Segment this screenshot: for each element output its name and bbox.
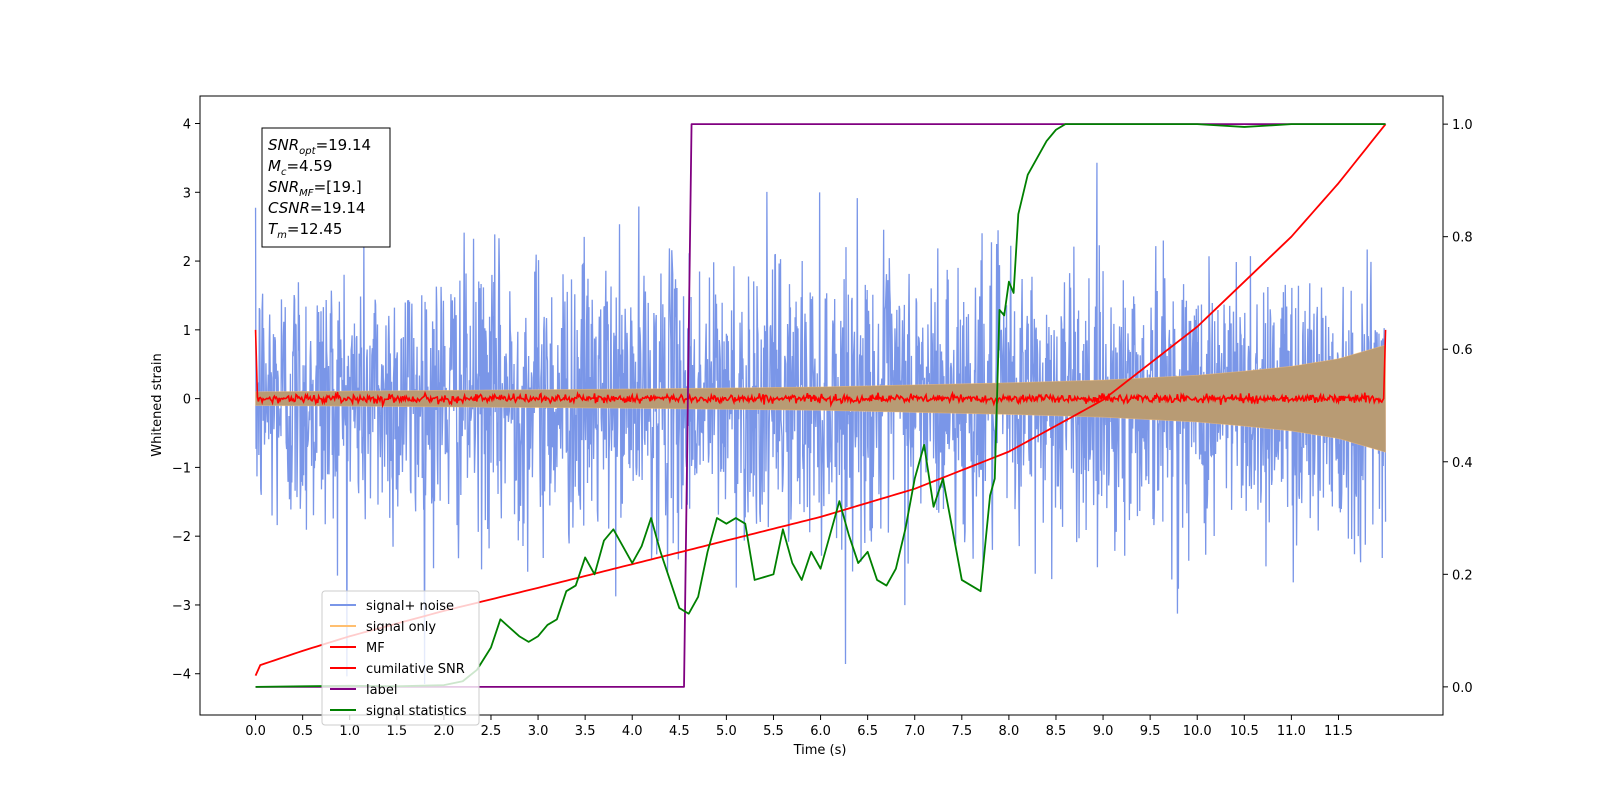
annotation-symbol: M xyxy=(268,157,281,175)
x-tick-label: 6.0 xyxy=(810,724,831,739)
x-axis-label: Time (s) xyxy=(793,743,847,758)
annotation-value: =4.59 xyxy=(286,157,332,175)
y-left-tick-label: −3 xyxy=(172,599,191,614)
y-right-tick-label: 0.0 xyxy=(1452,681,1473,696)
annotation-line: SNRMF=[19.] xyxy=(268,178,362,199)
annotation-subscript: opt xyxy=(299,146,316,157)
y-left-tick-label: 4 xyxy=(183,118,191,133)
y-axis-label: Whitened strain xyxy=(150,353,165,456)
x-tick-label: 2.5 xyxy=(481,724,502,739)
x-tick-label: 5.0 xyxy=(716,724,737,739)
y-right-tick-label: 1.0 xyxy=(1452,118,1473,133)
legend-label: signal only xyxy=(366,620,436,635)
annotation-symbol: SNR xyxy=(268,136,299,154)
legend-item-signal-statistics: signal statistics xyxy=(330,704,467,719)
y-left-tick-label: 0 xyxy=(183,393,191,408)
legend-label: label xyxy=(366,683,397,698)
x-tick-label: 6.5 xyxy=(857,724,878,739)
annotation-symbol: CSNR xyxy=(268,199,310,217)
legend-item-cumilative-snr: cumilative SNR xyxy=(330,662,465,677)
x-tick-label: 1.5 xyxy=(386,724,407,739)
y-right-tick-label: 0.2 xyxy=(1452,568,1473,583)
legend-label: cumilative SNR xyxy=(366,662,465,677)
x-tick-label: 4.5 xyxy=(669,724,690,739)
y-axis-right: 1.0 0.8 0.6 0.4 0.2 0.0 xyxy=(1443,118,1473,696)
x-tick-label: 3.5 xyxy=(575,724,596,739)
x-tick-label: 9.0 xyxy=(1093,724,1114,739)
y-left-tick-label: −4 xyxy=(172,668,191,683)
x-tick-label: 4.0 xyxy=(622,724,643,739)
series-signal-noise xyxy=(254,162,1387,685)
annotation-subscript: m xyxy=(277,230,287,241)
x-tick-label: 11.0 xyxy=(1277,724,1306,739)
x-tick-label: 7.0 xyxy=(904,724,925,739)
annotation-subscript: c xyxy=(281,167,287,178)
legend-frame xyxy=(321,590,480,726)
annotation-value: =19.14 xyxy=(310,199,366,217)
y-left-tick-label: 2 xyxy=(183,255,191,270)
legend: signal+ noise signal only MF cumilative SNR… xyxy=(321,590,480,726)
annotation-line: SNRopt=19.14 xyxy=(268,136,371,157)
legend-label: signal+ noise xyxy=(366,599,454,614)
annotation-line: CSNR=19.14 xyxy=(268,199,365,217)
annotation-symbol: SNR xyxy=(268,178,299,196)
y-left-tick-label: 3 xyxy=(183,186,191,201)
annotation-frame xyxy=(261,127,391,248)
x-tick-label: 7.5 xyxy=(951,724,972,739)
annotation-value: =[19.] xyxy=(314,178,362,196)
y-right-tick-label: 0.8 xyxy=(1452,231,1473,246)
y-right-tick-label: 0.6 xyxy=(1452,343,1473,358)
legend-label: signal statistics xyxy=(366,704,467,719)
plot-frame xyxy=(199,95,1444,716)
annotation-value: =12.45 xyxy=(287,220,343,238)
y-axis-left: 4 3 2 1 0 −1 −2 −3 −4 xyxy=(172,118,200,683)
x-tick-label: 1.0 xyxy=(339,724,360,739)
annotation-line: Tm=12.45 xyxy=(268,220,342,241)
legend-item-label: label xyxy=(330,683,397,698)
legend-item-mf: MF xyxy=(330,641,385,656)
annotation-subscript: MF xyxy=(299,188,314,199)
x-tick-label: 5.5 xyxy=(763,724,784,739)
y-left-tick-label: −2 xyxy=(172,530,191,545)
y-right-tick-label: 0.4 xyxy=(1452,456,1473,471)
y-left-tick-label: −1 xyxy=(172,461,191,476)
legend-label: MF xyxy=(366,641,385,656)
legend-item-signal-noise: signal+ noise xyxy=(330,599,454,614)
x-tick-label: 0.0 xyxy=(245,724,266,739)
annotation-value: =19.14 xyxy=(316,136,372,154)
x-tick-label: 2.0 xyxy=(434,724,455,739)
annotation-line: Mc=4.59 xyxy=(268,157,332,178)
x-tick-label: 8.0 xyxy=(999,724,1020,739)
annotation-symbol: T xyxy=(268,220,279,238)
x-tick-label: 0.5 xyxy=(292,724,313,739)
x-tick-label: 9.5 xyxy=(1140,724,1161,739)
series-mf xyxy=(254,329,1387,409)
series-signal-statistics xyxy=(255,123,1386,688)
x-tick-label: 10.5 xyxy=(1230,724,1259,739)
annotation-box: SNRopt=19.14Mc=4.59SNRMF=[19.]CSNR=19.14… xyxy=(261,127,391,248)
x-tick-label: 8.5 xyxy=(1046,724,1067,739)
legend-item-signal-only: signal only xyxy=(330,620,436,635)
x-tick-label: 11.5 xyxy=(1324,724,1353,739)
y-left-tick-label: 1 xyxy=(183,324,191,339)
x-axis: 0.0 0.5 1.0 1.5 2.0 2.5 3.0 3.5 4.0 4.5 5.0 5.5 6.0 6… xyxy=(245,715,1353,739)
x-tick-label: 10.0 xyxy=(1183,724,1212,739)
x-tick-label: 3.0 xyxy=(528,724,549,739)
